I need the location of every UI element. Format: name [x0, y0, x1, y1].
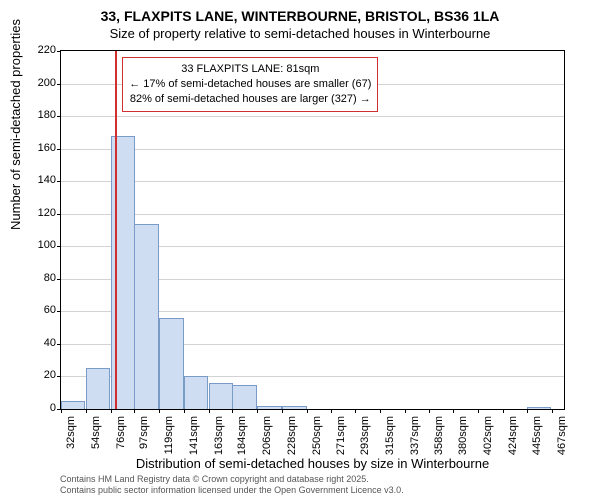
y-tick-mark [57, 51, 61, 52]
x-tick-mark [307, 409, 308, 413]
annotation-line: 33 FLAXPITS LANE: 81sqm [129, 62, 371, 77]
x-tick-mark [503, 409, 504, 413]
y-tick-label: 180 [16, 109, 56, 121]
x-tick-mark [257, 409, 258, 413]
chart-container: 33, FLAXPITS LANE, WINTERBOURNE, BRISTOL… [0, 0, 600, 500]
x-tick-label: 32sqm [65, 416, 77, 466]
annotation-line: ← 17% of semi-detached houses are smalle… [129, 77, 371, 92]
histogram-bar [184, 376, 208, 409]
x-tick-mark [429, 409, 430, 413]
histogram-bar [232, 385, 256, 409]
x-tick-label: 467sqm [556, 416, 568, 466]
x-tick-mark [478, 409, 479, 413]
x-tick-label: 228sqm [286, 416, 298, 466]
x-tick-label: 206sqm [261, 416, 273, 466]
chart-title: 33, FLAXPITS LANE, WINTERBOURNE, BRISTOL… [0, 0, 600, 24]
footer-line-2: Contains public sector information licen… [60, 485, 404, 496]
x-tick-label: 337sqm [409, 416, 421, 466]
x-tick-label: 315sqm [384, 416, 396, 466]
histogram-bar [282, 406, 306, 409]
histogram-bar [86, 368, 110, 409]
y-tick-label: 120 [16, 207, 56, 219]
x-tick-mark [134, 409, 135, 413]
y-tick-mark [57, 149, 61, 150]
footer-text: Contains HM Land Registry data © Crown c… [60, 474, 404, 496]
y-tick-label: 160 [16, 142, 56, 154]
y-tick-label: 200 [16, 77, 56, 89]
y-tick-mark [57, 311, 61, 312]
x-tick-label: 141sqm [188, 416, 200, 466]
y-tick-mark [57, 116, 61, 117]
x-tick-mark [111, 409, 112, 413]
x-tick-mark [282, 409, 283, 413]
y-tick-label: 140 [16, 174, 56, 186]
x-tick-mark [184, 409, 185, 413]
y-tick-label: 20 [16, 369, 56, 381]
x-tick-label: 445sqm [531, 416, 543, 466]
x-tick-mark [405, 409, 406, 413]
gridline [61, 214, 564, 215]
reference-line [115, 51, 117, 409]
x-tick-mark [61, 409, 62, 413]
x-tick-mark [527, 409, 528, 413]
x-tick-mark [159, 409, 160, 413]
y-tick-label: 60 [16, 304, 56, 316]
y-tick-mark [57, 181, 61, 182]
x-tick-label: 76sqm [115, 416, 127, 466]
y-tick-label: 220 [16, 44, 56, 56]
x-tick-label: 424sqm [507, 416, 519, 466]
histogram-bar [209, 383, 233, 409]
x-tick-label: 54sqm [90, 416, 102, 466]
x-tick-label: 119sqm [163, 416, 175, 466]
plot-area: 33 FLAXPITS LANE: 81sqm← 17% of semi-det… [60, 50, 565, 410]
y-tick-label: 80 [16, 272, 56, 284]
y-tick-mark [57, 376, 61, 377]
y-tick-label: 100 [16, 239, 56, 251]
y-tick-mark [57, 246, 61, 247]
x-tick-label: 293sqm [359, 416, 371, 466]
x-tick-label: 97sqm [138, 416, 150, 466]
gridline [61, 181, 564, 182]
gridline [61, 116, 564, 117]
x-tick-mark [331, 409, 332, 413]
y-tick-mark [57, 279, 61, 280]
y-tick-label: 0 [16, 402, 56, 414]
y-tick-mark [57, 214, 61, 215]
x-tick-label: 250sqm [311, 416, 323, 466]
y-tick-mark [57, 84, 61, 85]
x-tick-mark [552, 409, 553, 413]
chart-subtitle: Size of property relative to semi-detach… [0, 24, 600, 41]
x-tick-mark [453, 409, 454, 413]
x-tick-label: 380sqm [457, 416, 469, 466]
x-tick-label: 163sqm [213, 416, 225, 466]
histogram-bar [134, 224, 158, 410]
histogram-bar [257, 406, 281, 409]
histogram-bar [61, 401, 85, 409]
x-tick-mark [209, 409, 210, 413]
histogram-bar [159, 318, 183, 409]
y-tick-label: 40 [16, 337, 56, 349]
annotation-box: 33 FLAXPITS LANE: 81sqm← 17% of semi-det… [122, 57, 378, 112]
histogram-bar [527, 407, 551, 409]
x-tick-label: 271sqm [335, 416, 347, 466]
x-tick-label: 402sqm [482, 416, 494, 466]
x-tick-mark [380, 409, 381, 413]
footer-line-1: Contains HM Land Registry data © Crown c… [60, 474, 404, 485]
gridline [61, 149, 564, 150]
x-tick-mark [355, 409, 356, 413]
x-tick-mark [86, 409, 87, 413]
y-tick-mark [57, 344, 61, 345]
annotation-line: 82% of semi-detached houses are larger (… [129, 92, 371, 107]
x-tick-mark [232, 409, 233, 413]
x-tick-label: 358sqm [433, 416, 445, 466]
x-tick-label: 184sqm [236, 416, 248, 466]
